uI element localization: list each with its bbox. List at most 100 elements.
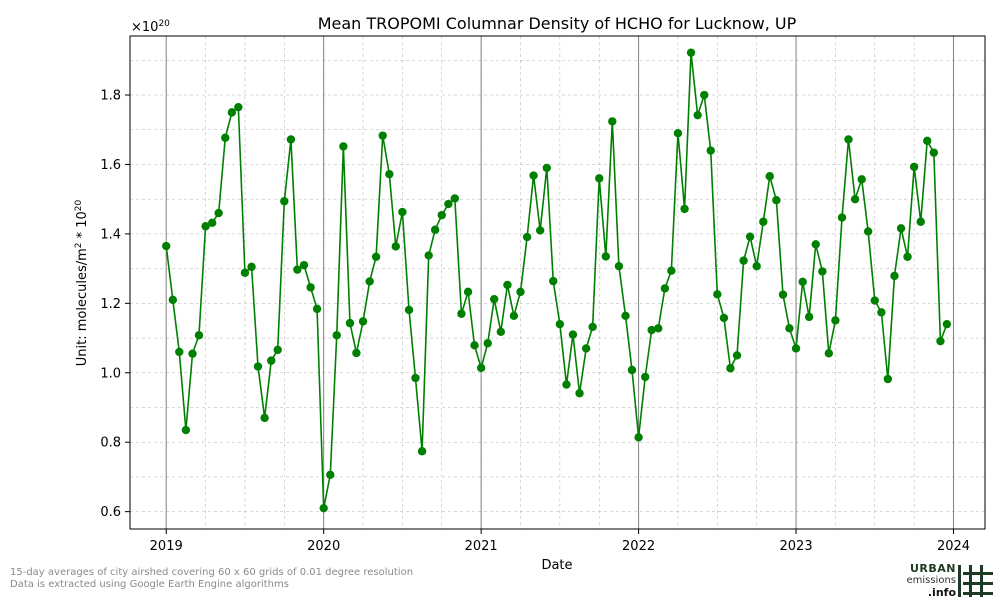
data-point	[162, 241, 171, 251]
logo-line-3: .info	[927, 586, 956, 599]
x-tick-label-2021: 2021	[465, 539, 498, 554]
data-point	[549, 276, 558, 286]
data-point	[844, 135, 853, 144]
data-point	[483, 339, 492, 348]
data-point	[358, 317, 368, 326]
footer-line-1: 15-day averages of city airshed covering…	[10, 567, 414, 578]
data-point	[818, 267, 827, 276]
data-point	[660, 284, 670, 293]
data-point	[667, 266, 676, 275]
x-tick-label-2019: 2019	[150, 539, 183, 554]
y-axis-label-sup2: 20	[74, 199, 84, 211]
year-divider-lines	[165, 36, 955, 529]
y-tick-label-1.6: 1.6	[100, 158, 121, 173]
y-offset-exp: 20	[158, 19, 170, 29]
data-point	[391, 242, 400, 251]
data-point	[883, 374, 893, 384]
data-point	[726, 364, 735, 373]
data-point	[188, 349, 197, 358]
data-point	[207, 218, 217, 227]
data-point	[175, 347, 184, 357]
x-tick-label-2023: 2023	[780, 539, 813, 554]
y-offset-base: ×10	[131, 20, 158, 35]
footer-note: 15-day averages of city airshed covering…	[10, 567, 413, 591]
data-point	[286, 135, 296, 144]
logo-line-1: URBAN	[909, 562, 956, 575]
data-point	[745, 232, 755, 241]
data-point	[647, 325, 656, 335]
data-point	[942, 319, 952, 329]
axis-ticks: 2019 2020 2021 2022 2023 2024 0.6 0.8 1.0 1.2 1.4 1…	[100, 89, 970, 554]
data-point	[890, 271, 899, 281]
footer-line-2: Data is extracted using Google Earth Eng…	[10, 579, 289, 590]
logo-hash-icon	[958, 565, 993, 597]
data-point	[772, 196, 781, 205]
data-point	[450, 194, 460, 203]
data-point	[877, 308, 886, 317]
data-point	[345, 318, 355, 328]
data-point	[765, 172, 774, 181]
data-point	[319, 503, 328, 513]
data-point	[306, 283, 315, 292]
data-point	[398, 207, 407, 217]
data-point	[411, 373, 420, 383]
data-point	[522, 232, 532, 242]
data-point	[470, 341, 479, 350]
x-tick-label-2022: 2022	[622, 539, 655, 554]
data-point	[332, 331, 341, 340]
chart-title: Mean TROPOMI Columnar Density of HCHO fo…	[318, 14, 797, 33]
data-point	[929, 148, 939, 157]
data-point	[496, 327, 506, 336]
y-offset-text: ×1020	[131, 19, 170, 35]
data-point	[575, 389, 584, 398]
data-point	[503, 280, 512, 290]
data-point	[608, 117, 617, 126]
data-point	[581, 344, 591, 353]
data-point	[201, 222, 210, 231]
data-point	[686, 48, 696, 57]
data-point	[385, 169, 394, 179]
data-point	[240, 268, 250, 277]
data-point	[634, 433, 643, 442]
data-point	[811, 240, 820, 249]
data-point	[785, 324, 794, 333]
data-point	[273, 345, 282, 355]
data-point	[857, 175, 866, 184]
data-point	[739, 256, 748, 265]
data-point	[673, 129, 683, 138]
data-point	[863, 227, 873, 236]
data-point	[457, 309, 466, 318]
x-tick-label-2020: 2020	[307, 539, 340, 554]
data-point	[719, 313, 729, 323]
data-point	[778, 290, 788, 299]
y-tick-label-0.6: 0.6	[100, 505, 121, 520]
y-tick-label-1.4: 1.4	[100, 227, 121, 242]
data-point	[371, 252, 381, 262]
data-point	[247, 262, 256, 272]
data-point	[654, 324, 663, 333]
data-point	[280, 197, 289, 206]
data-point	[562, 380, 571, 389]
data-point	[837, 213, 847, 222]
data-point	[759, 217, 768, 226]
data-point	[713, 290, 722, 299]
data-point	[601, 252, 611, 261]
urban-emissions-logo: URBAN emissions .info	[896, 562, 1000, 600]
data-point	[293, 265, 302, 274]
data-point	[227, 108, 237, 117]
x-axis-label: Date	[541, 558, 572, 573]
series-layer	[162, 48, 952, 513]
data-point	[870, 296, 879, 305]
data-point	[267, 356, 276, 365]
data-point	[463, 287, 473, 297]
data-point	[936, 336, 945, 346]
data-point	[923, 136, 932, 146]
data-point	[194, 331, 204, 340]
data-point	[595, 174, 604, 183]
y-axis-label-prefix: Unit: molecules/m	[75, 248, 90, 366]
data-point	[568, 330, 578, 339]
series-line	[165, 52, 948, 509]
data-point	[614, 261, 624, 271]
data-point	[516, 287, 525, 297]
